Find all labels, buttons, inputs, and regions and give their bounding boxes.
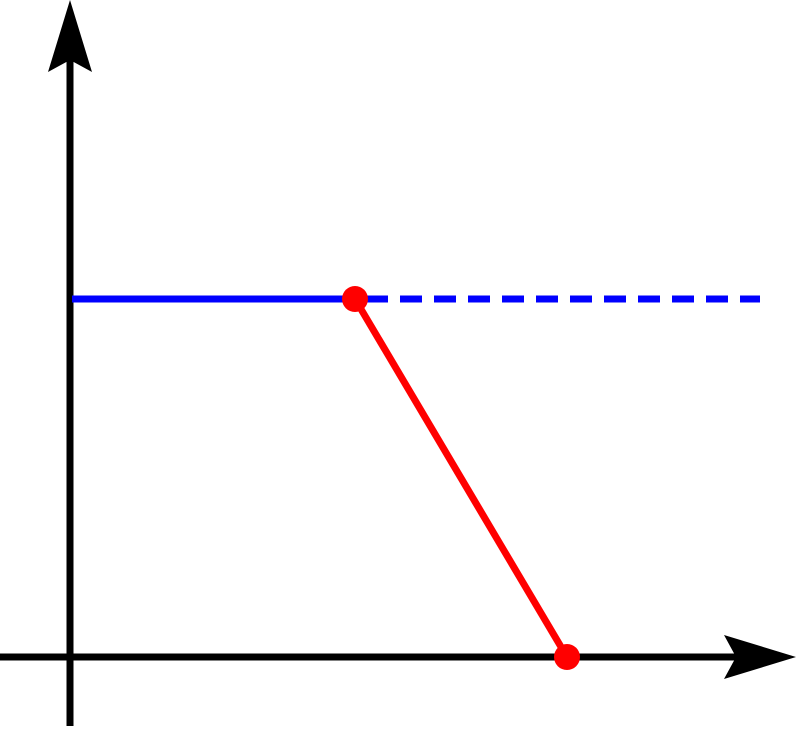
- y-axis-arrow: [48, 0, 92, 72]
- red-line: [351, 297, 571, 659]
- red-point: [554, 644, 580, 670]
- x-axis-arrow: [724, 635, 796, 679]
- red-point: [342, 286, 368, 312]
